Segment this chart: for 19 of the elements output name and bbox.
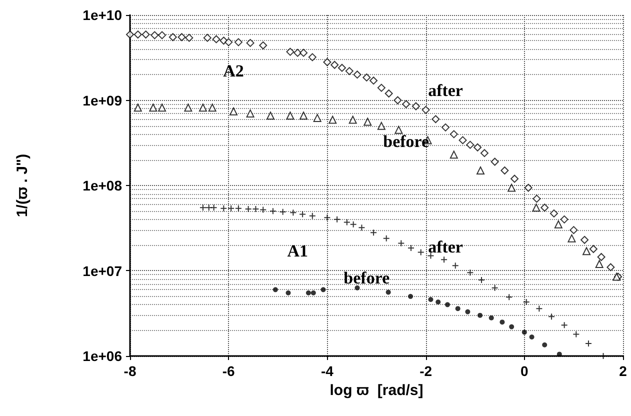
y-tick-label: 1e+08 [82, 178, 122, 194]
annotation: after [428, 237, 464, 256]
x-tick-label: -2 [420, 363, 432, 379]
y-tick-label: 1e+07 [82, 262, 122, 279]
y-tick-label: 1e+10 [82, 7, 122, 23]
annotation: A2 [223, 62, 244, 81]
x-tick-label: -4 [320, 363, 334, 379]
x-tick-label: -8 [124, 363, 136, 379]
y-axis-title: 1/(ϖ . J") [14, 154, 31, 218]
y-tick-label: 1e+06 [82, 348, 122, 364]
x-tick-label: 2 [619, 363, 628, 379]
x-tick-label: -6 [222, 363, 236, 379]
x-tick-label: 0 [520, 363, 528, 379]
annotation: before [383, 132, 430, 151]
y-tick-label: 1e+09 [82, 92, 122, 108]
x-axis-title: log ϖ [rad/s] [330, 382, 424, 399]
annotation: after [428, 81, 464, 100]
annotation: A1 [287, 242, 308, 261]
annotation: before [344, 268, 390, 288]
